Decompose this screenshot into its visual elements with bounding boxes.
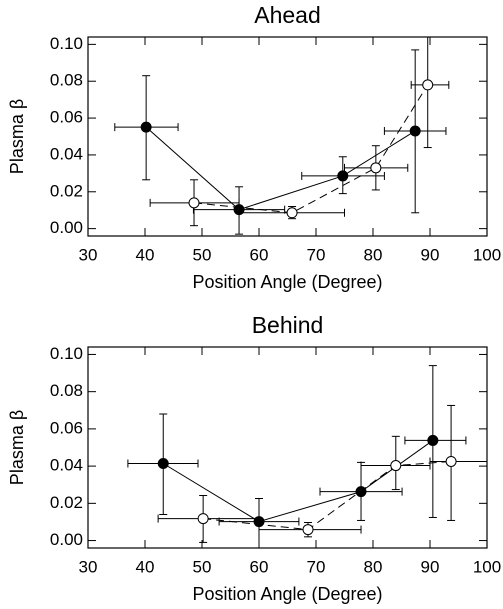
plot-frame bbox=[87, 346, 488, 549]
x-tick-label: 40 bbox=[136, 245, 155, 264]
data-point bbox=[427, 434, 439, 446]
data-point bbox=[302, 524, 314, 536]
y-tick-label: 0.04 bbox=[50, 144, 83, 163]
x-tick-label: 60 bbox=[250, 557, 269, 576]
plot-area bbox=[127, 365, 487, 548]
y-axis-label: Plasma β bbox=[7, 410, 27, 485]
chart-title: Behind bbox=[252, 312, 324, 338]
panel: Behind Position Angle (Degree) Plasma β 30 4… bbox=[7, 312, 501, 604]
x-tick-label: 70 bbox=[307, 557, 326, 576]
data-point bbox=[197, 513, 209, 525]
x-tick-label: 80 bbox=[364, 557, 383, 576]
x-tick-label: 60 bbox=[250, 245, 269, 264]
data-point bbox=[140, 121, 152, 133]
data-point bbox=[370, 162, 382, 174]
y-tick-label: 0.04 bbox=[50, 456, 83, 475]
data-point bbox=[337, 170, 349, 182]
y-tick-label: 0.02 bbox=[50, 181, 83, 200]
x-tick-label: 80 bbox=[364, 245, 383, 264]
data-point bbox=[286, 207, 298, 219]
panel: Ahead Position Angle (Degree) Plasma β 30 40… bbox=[7, 2, 501, 292]
series-line bbox=[162, 440, 434, 523]
y-tick-label: 0.10 bbox=[50, 344, 83, 363]
x-tick-label: 100 bbox=[473, 557, 501, 576]
y-tick-label: 0.00 bbox=[50, 218, 83, 237]
y-tick-label: 0.00 bbox=[50, 530, 83, 549]
data-point bbox=[157, 458, 169, 470]
x-tick-label: 50 bbox=[193, 245, 212, 264]
data-point bbox=[390, 460, 402, 472]
y-tick-label: 0.10 bbox=[50, 34, 83, 53]
series-line bbox=[203, 460, 452, 531]
series-line bbox=[145, 126, 416, 211]
data-point bbox=[422, 79, 434, 91]
x-axis-label: Position Angle (Degree) bbox=[192, 272, 382, 292]
data-point bbox=[409, 125, 421, 137]
series-line bbox=[193, 84, 429, 214]
y-tick-label: 0.08 bbox=[50, 381, 83, 400]
y-tick-label: 0.02 bbox=[50, 493, 83, 512]
x-tick-label: 70 bbox=[307, 245, 326, 264]
x-tick-label: 90 bbox=[421, 557, 440, 576]
y-axis-label: Plasma β bbox=[7, 99, 27, 174]
x-tick-label: 30 bbox=[79, 245, 98, 264]
x-tick-label: 100 bbox=[473, 245, 501, 264]
plot-area bbox=[114, 37, 450, 235]
x-tick-label: 30 bbox=[79, 557, 98, 576]
plot-frame bbox=[87, 36, 488, 237]
data-point bbox=[188, 197, 200, 209]
x-tick-label: 50 bbox=[193, 557, 212, 576]
x-tick-label: 90 bbox=[421, 245, 440, 264]
y-tick-label: 0.08 bbox=[50, 71, 83, 90]
x-tick-label: 40 bbox=[136, 557, 155, 576]
x-axis-label: Position Angle (Degree) bbox=[192, 584, 382, 604]
data-point bbox=[445, 455, 457, 467]
chart-title: Ahead bbox=[254, 2, 321, 28]
y-tick-label: 0.06 bbox=[50, 418, 83, 437]
y-tick-label: 0.06 bbox=[50, 108, 83, 127]
